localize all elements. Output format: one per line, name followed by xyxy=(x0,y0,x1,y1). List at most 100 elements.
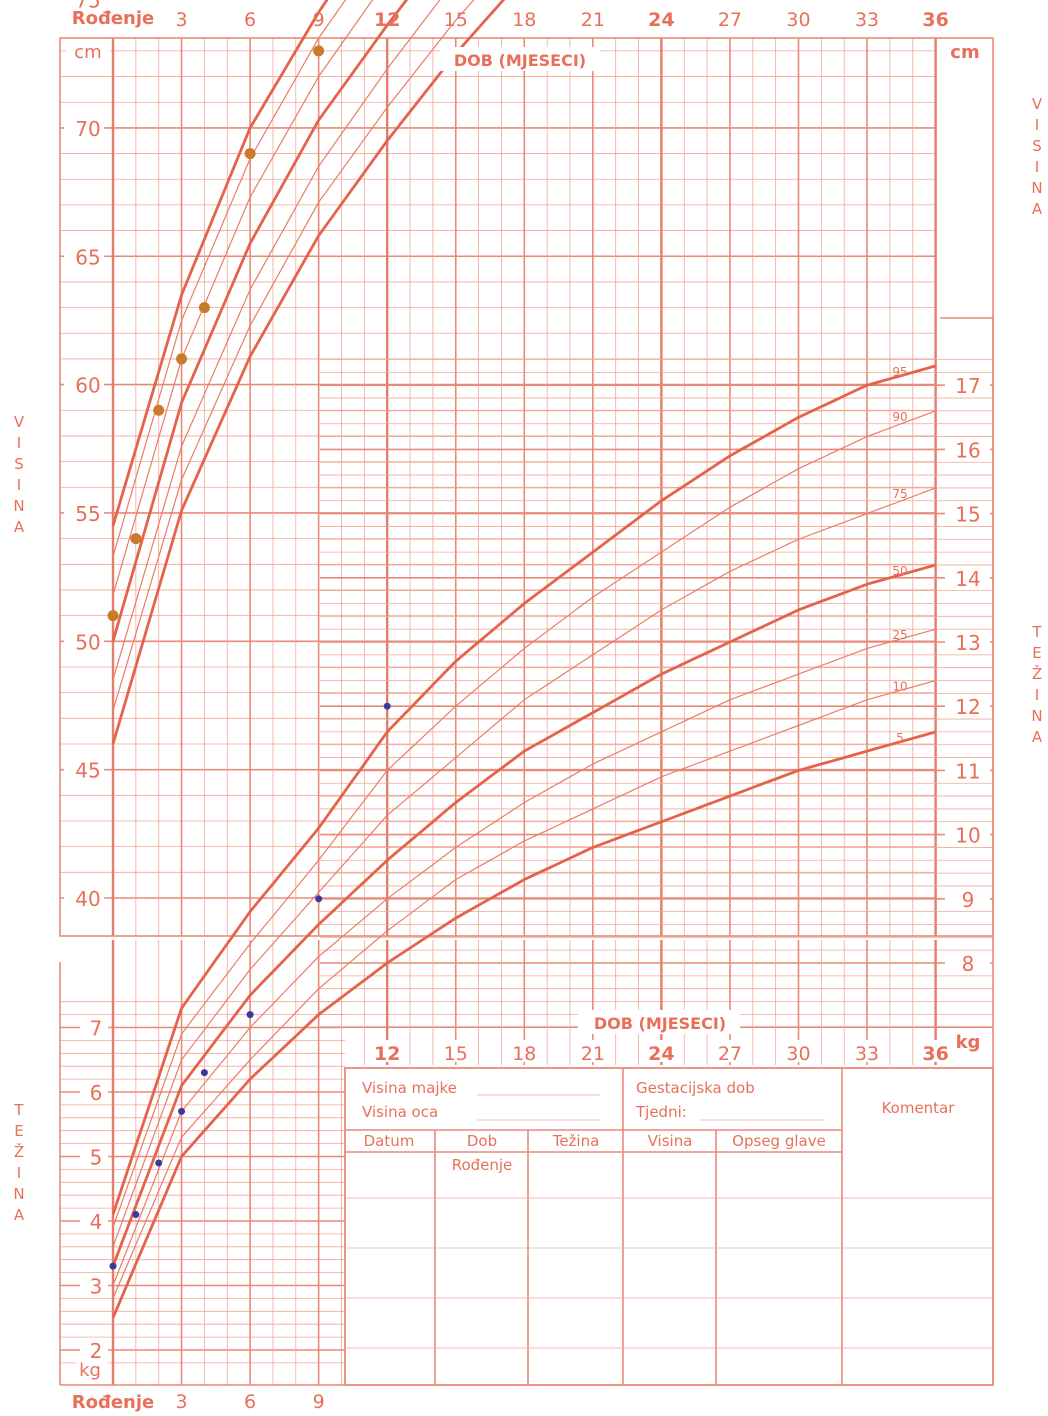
weight-tick-right-10: 10 xyxy=(955,824,980,848)
height-measurement-point xyxy=(107,610,119,622)
bottom-axis-month-6: 6 xyxy=(244,1391,256,1413)
top-axis-month-9: 9 xyxy=(313,9,325,31)
height-tick-bg xyxy=(64,0,104,10)
weight-measurement-point xyxy=(132,1211,140,1219)
mid-axis-month-bg xyxy=(508,1040,541,1062)
mid-axis-month-33: 33 xyxy=(855,1043,879,1065)
top-axis-month-30: 30 xyxy=(786,9,810,31)
weight-tick-left-bg xyxy=(80,1080,108,1102)
mid-axis-month-bg xyxy=(576,1040,609,1062)
weight-measurement-point xyxy=(315,895,323,903)
height-curve-p5 xyxy=(111,0,506,745)
mid-axis-month-bg xyxy=(782,1040,815,1062)
height-tick-45: 45 xyxy=(75,759,100,783)
bottom-axis-birth-label: Rođenje xyxy=(72,1392,155,1413)
weight-measurement-point xyxy=(178,1107,186,1115)
height-measurement-point xyxy=(244,148,256,160)
weight-curve-p75 xyxy=(112,487,936,1248)
weight-tick-right-bg xyxy=(945,565,990,588)
mid-axis-month-27: 27 xyxy=(718,1043,742,1065)
weight-tick-right-12: 12 xyxy=(955,695,980,719)
height-curve-p10 xyxy=(112,0,475,711)
weight-unit-right: kg xyxy=(956,1032,981,1053)
height-tick-50: 50 xyxy=(75,630,100,654)
height-curve-p95 xyxy=(111,0,329,527)
weight-tick-right-17: 17 xyxy=(955,374,980,398)
table-header-2: Težina xyxy=(552,1132,600,1150)
weight-tick-right-bg xyxy=(945,758,990,781)
top-axis-month-12: 12 xyxy=(374,9,400,31)
weight-tick-left-bg xyxy=(80,1015,108,1038)
height-unit-right-bg xyxy=(940,40,990,64)
mid-axis-month-bg xyxy=(919,1040,952,1062)
mid-axis-month-bg xyxy=(851,1040,884,1062)
height-tick-bg xyxy=(64,500,104,523)
weight-unit-left: kg xyxy=(79,1360,101,1381)
gestational-age-label: Gestacijska dob xyxy=(636,1079,755,1097)
weight-tick-right-bg xyxy=(945,822,990,845)
weight-tick-right-15: 15 xyxy=(955,503,980,527)
weight-tick-left-2: 2 xyxy=(90,1339,103,1363)
height-tick-bg xyxy=(64,757,104,780)
height-curve-p25 xyxy=(112,0,441,680)
weight-tick-right-16: 16 xyxy=(955,438,980,462)
weight-tick-right-13: 13 xyxy=(955,631,980,655)
mid-axis-month-15: 15 xyxy=(444,1043,468,1065)
weight-curve-p5 xyxy=(111,730,936,1319)
height-tick-bg xyxy=(64,372,104,395)
dob-subheader: Rođenje xyxy=(452,1156,513,1174)
weight-tick-left-bg xyxy=(80,1144,108,1167)
weight-percentile-label-25: 25 xyxy=(892,628,907,642)
mid-axis-month-12: 12 xyxy=(374,1043,400,1065)
weight-tick-left-bg xyxy=(80,1273,108,1296)
weight-tick-right-bg xyxy=(945,501,990,524)
weight-unit-left-bg xyxy=(76,1358,108,1382)
weight-tick-right-bg xyxy=(945,373,990,396)
weeks-label: Tjedni: xyxy=(635,1103,687,1121)
weight-percentile-label-95: 95 xyxy=(892,365,907,379)
top-axis-month-21: 21 xyxy=(581,9,605,31)
weight-measurement-point xyxy=(155,1159,163,1167)
table-header-3: Visina xyxy=(648,1132,693,1150)
weight-tick-left-4: 4 xyxy=(90,1210,103,1234)
weight-side-label-right: T E Ž I N A xyxy=(1031,623,1043,746)
chart-grid xyxy=(59,37,994,1386)
table-header-0: Datum xyxy=(364,1132,415,1150)
weight-tick-left-3: 3 xyxy=(90,1275,103,1299)
height-measurement-point xyxy=(130,533,142,545)
height-tick-60: 60 xyxy=(75,374,100,398)
height-tick-40: 40 xyxy=(75,887,100,911)
weight-tick-right-11: 11 xyxy=(955,759,980,783)
top-axis-month-18: 18 xyxy=(512,9,536,31)
weight-tick-right-8: 8 xyxy=(962,952,975,976)
weight-tick-right-bg xyxy=(945,694,990,717)
mid-axis-month-36: 36 xyxy=(922,1043,948,1065)
weight-measurement-point xyxy=(246,1011,254,1019)
height-tick-bg xyxy=(64,629,104,652)
axis-labels: 95907550251059590755025105Rođenje3691215… xyxy=(64,0,990,1413)
height-tick-55: 55 xyxy=(75,502,100,526)
height-tick-bg xyxy=(64,244,104,267)
top-axis-month-33: 33 xyxy=(855,9,879,31)
mid-axis-month-18: 18 xyxy=(512,1043,536,1065)
record-table: Visina majke Visina oca Gestacijska dob Tje… xyxy=(344,1067,994,1386)
height-side-label-left: V I S I N A xyxy=(13,413,25,536)
height-unit-left-bg xyxy=(66,40,110,64)
weight-curve-p25 xyxy=(112,628,936,1286)
height-measurement-point xyxy=(176,353,188,365)
height-curve-p50 xyxy=(111,0,409,642)
top-axis-title: DOB (MJESECI) xyxy=(454,51,586,70)
comment-label: Komentar xyxy=(882,1099,956,1117)
height-measurement-point xyxy=(153,404,165,416)
weight-tick-left-7: 7 xyxy=(90,1017,103,1041)
top-axis-title-bg xyxy=(440,47,600,71)
weight-percentile-label-50: 50 xyxy=(892,564,907,578)
measurement-points xyxy=(107,45,391,1270)
weight-percentile-label-90: 90 xyxy=(892,410,907,424)
mid-axis-month-bg xyxy=(713,1040,746,1062)
height-tick-65: 65 xyxy=(75,245,100,269)
weight-percentile-label-10: 10 xyxy=(892,680,907,694)
table-header-1: Dob xyxy=(467,1132,497,1150)
mid-axis-month-bg xyxy=(371,1040,404,1062)
